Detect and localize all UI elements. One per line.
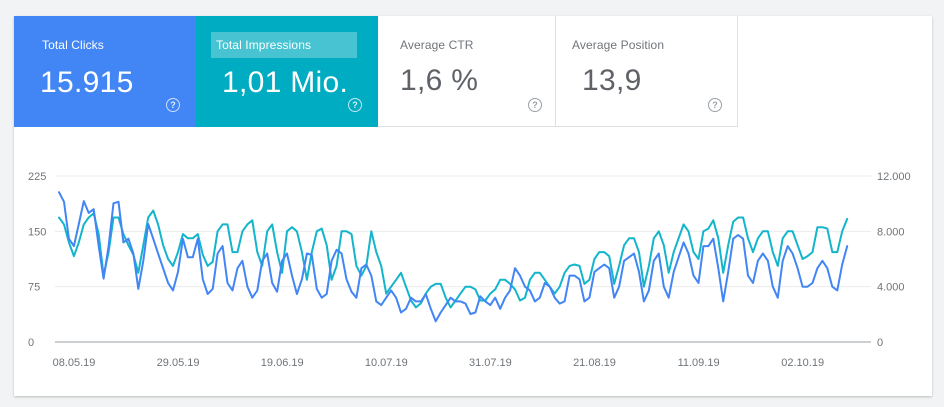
chart-series [58, 191, 849, 323]
y-left-tick-label: 0 [28, 337, 34, 349]
x-tick-label: 31.07.19 [469, 357, 512, 369]
x-tick-label: 19.06.19 [261, 357, 304, 369]
average-position-help-icon[interactable]: ? [708, 98, 722, 112]
impressions-series-line [58, 209, 849, 309]
total-clicks-label: Total Clicks [42, 38, 104, 52]
average-position-tile[interactable]: Average Position 13,9 ? [556, 16, 738, 127]
average-ctr-label: Average CTR [400, 38, 474, 52]
performance-card: Total Clicks 15.915 ? Total Impressions … [14, 16, 932, 396]
y-left-tick-label: 225 [28, 171, 46, 183]
total-impressions-tile[interactable]: Total Impressions 1,01 Mio. ? [196, 16, 378, 127]
x-tick-label: 08.05.19 [53, 357, 96, 369]
average-position-label: Average Position [572, 38, 665, 52]
chart-grid [55, 175, 871, 343]
total-impressions-help-icon[interactable]: ? [348, 98, 362, 112]
x-axis-labels: 08.05.19 29.05.19 19.06.19 10.07.19 31.07.19… [53, 357, 825, 369]
y-right-tick-label: 12.000 [877, 171, 911, 183]
y-right-tick-label: 0 [877, 337, 883, 349]
metric-tiles: Total Clicks 15.915 ? Total Impressions … [14, 16, 738, 127]
total-impressions-value: 1,01 Mio. [222, 66, 349, 99]
y-left-tick-label: 150 [28, 226, 46, 238]
average-ctr-tile[interactable]: Average CTR 1,6 % ? [378, 16, 556, 127]
y-axis-right-labels: 0 4.000 8.000 12.000 [877, 171, 911, 349]
total-clicks-value: 15.915 [40, 66, 134, 99]
x-tick-label: 29.05.19 [157, 357, 200, 369]
y-right-tick-label: 4.000 [877, 282, 905, 294]
x-tick-label: 11.09.19 [678, 357, 720, 369]
total-impressions-label: Total Impressions [211, 32, 357, 58]
average-ctr-help-icon[interactable]: ? [528, 98, 542, 112]
total-clicks-help-icon[interactable]: ? [166, 98, 180, 112]
clicks-series-line [58, 191, 849, 323]
average-ctr-value: 1,6 % [400, 64, 479, 97]
performance-chart[interactable]: 0 75 150 225 0 4.000 8.000 12.000 08.05.19 29.0… [14, 16, 932, 396]
x-tick-label: 10.07.19 [365, 357, 408, 369]
y-axis-left-labels: 0 75 150 225 [28, 171, 46, 349]
y-left-tick-label: 75 [28, 282, 40, 294]
total-clicks-tile[interactable]: Total Clicks 15.915 ? [14, 16, 196, 127]
y-right-tick-label: 8.000 [877, 226, 905, 238]
x-tick-label: 02.10.19 [781, 357, 824, 369]
x-tick-label: 21.08.19 [573, 357, 616, 369]
average-position-value: 13,9 [582, 64, 642, 97]
